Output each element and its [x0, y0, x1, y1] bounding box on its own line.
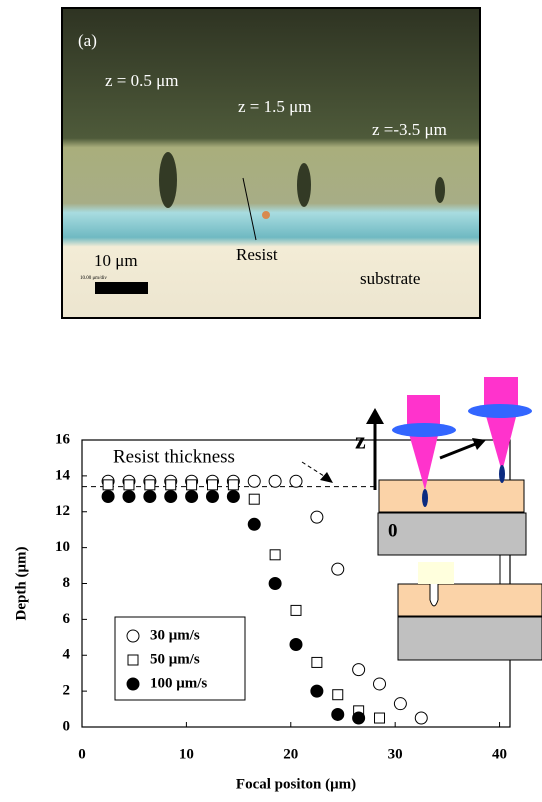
tip-shadow	[418, 562, 454, 584]
data-point	[269, 578, 281, 590]
void	[435, 177, 445, 203]
reference-arrow-head	[320, 472, 333, 483]
substrate-block	[398, 617, 542, 660]
legend-marker	[128, 655, 138, 665]
data-point	[248, 475, 260, 487]
substrate-label: substrate	[360, 269, 420, 288]
y-tick-label: 2	[63, 683, 71, 699]
arrow-head	[366, 408, 384, 424]
y-axis-label: Depth (μm)	[13, 547, 29, 621]
x-tick-label: 30	[388, 746, 403, 762]
y-tick-label: 12	[55, 503, 70, 519]
x-axis-label: Focal positon (μm)	[236, 776, 356, 792]
scale-label: 10 μm	[94, 251, 138, 270]
data-point	[227, 491, 239, 503]
y-tick-label: 16	[55, 431, 71, 447]
y-tick-label: 14	[55, 467, 71, 483]
panel-label: (a)	[78, 31, 97, 50]
lens	[468, 404, 532, 418]
data-point	[166, 480, 176, 490]
inset: z 0	[355, 377, 542, 660]
substrate-block	[378, 513, 526, 555]
data-point	[102, 491, 114, 503]
data-point	[312, 657, 322, 667]
data-point	[144, 491, 156, 503]
focus	[422, 489, 428, 507]
data-point	[290, 638, 302, 650]
data-point	[269, 475, 281, 487]
x-tick-label: 10	[179, 746, 194, 762]
photo-panel: (a) z = 0.5 μm z = 1.5 μm z =-3.5 μm Res…	[62, 8, 480, 318]
figure: (a) z = 0.5 μm z = 1.5 μm z =-3.5 μm Res…	[0, 0, 542, 802]
resist-label: Resist	[236, 245, 278, 264]
data-point	[332, 708, 344, 720]
reference-pointer	[302, 462, 327, 478]
hole	[430, 584, 438, 606]
spot	[262, 211, 270, 219]
data-point	[311, 685, 323, 697]
data-point	[311, 511, 323, 523]
data-point	[353, 664, 365, 676]
resist-layer	[379, 480, 524, 512]
data-point	[415, 712, 427, 724]
y-tick-label: 6	[63, 611, 71, 627]
void	[159, 152, 177, 208]
x-tick-label: 40	[492, 746, 507, 762]
move-arrow	[440, 443, 478, 458]
data-point	[248, 518, 260, 530]
annotation: z =-3.5 μm	[372, 120, 447, 139]
y-tick-label: 10	[55, 539, 70, 555]
lens	[392, 423, 456, 437]
z-label: z	[355, 429, 366, 455]
scale-small-label: 10.00 μm/div	[80, 276, 107, 281]
data-point	[187, 480, 197, 490]
annotation: z = 1.5 μm	[238, 97, 311, 116]
data-point	[123, 491, 135, 503]
data-point	[332, 563, 344, 575]
legend-label: 50 μm/s	[150, 651, 200, 667]
data-point	[353, 712, 365, 724]
annotation: z = 0.5 μm	[105, 71, 178, 90]
data-point	[249, 494, 259, 504]
legend-marker	[127, 630, 139, 642]
legend-marker	[127, 678, 139, 690]
void	[297, 163, 311, 207]
reference-label: Resist thickness	[113, 446, 235, 467]
y-tick-label: 4	[63, 647, 71, 663]
legend-label: 30 μm/s	[150, 627, 200, 643]
data-point	[206, 491, 218, 503]
data-point	[165, 491, 177, 503]
data-point	[374, 678, 386, 690]
data-point	[291, 605, 301, 615]
data-point	[333, 690, 343, 700]
zero-label: 0	[388, 520, 398, 541]
data-point	[270, 550, 280, 560]
x-tick-label: 0	[78, 746, 86, 762]
beam	[407, 395, 440, 427]
data-point	[186, 491, 198, 503]
data-point	[103, 480, 113, 490]
resist-layer	[398, 584, 542, 616]
x-tick-label: 20	[283, 746, 298, 762]
data-point	[375, 713, 385, 723]
data-point	[124, 480, 134, 490]
data-point	[394, 698, 406, 710]
scale-bar	[95, 282, 148, 294]
data-point	[290, 475, 302, 487]
data-point	[207, 480, 217, 490]
legend-label: 100 μm/s	[150, 675, 207, 691]
focus	[499, 465, 505, 483]
y-tick-label: 8	[63, 575, 71, 591]
y-tick-label: 0	[63, 718, 71, 734]
data-point	[145, 480, 155, 490]
data-point	[228, 480, 238, 490]
